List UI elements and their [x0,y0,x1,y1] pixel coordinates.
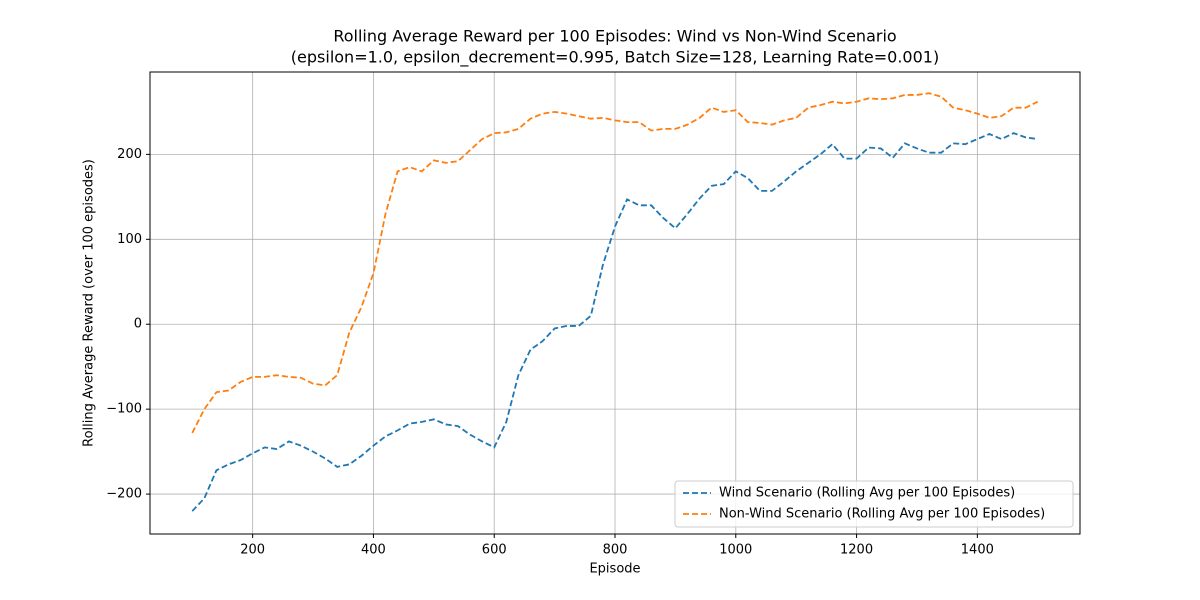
x-tick-label: 400 [361,543,386,558]
x-tick-label: 600 [482,543,507,558]
x-tick-label: 1400 [961,543,994,558]
x-tick-label: 200 [240,543,265,558]
y-tick-label: 100 [117,232,142,247]
chart-subtitle: (epsilon=1.0, epsilon_decrement=0.995, B… [291,48,939,68]
x-tick-label: 1200 [840,543,873,558]
y-axis-label: Rolling Average Reward (over 100 episode… [82,159,97,447]
y-tick-label: −100 [106,402,142,417]
x-axis-label: Episode [589,562,640,577]
y-tick-label: −200 [106,487,142,502]
y-tick-label: 200 [117,147,142,162]
chart-title: Rolling Average Reward per 100 Episodes:… [333,27,896,46]
legend-box [674,480,1074,528]
x-tick-label: 800 [603,543,628,558]
legend-label: Wind Scenario (Rolling Avg per 100 Episo… [719,486,1015,501]
x-tick-label: 1000 [719,543,752,558]
y-tick-label: 0 [134,317,142,332]
plot-frame [149,71,1081,535]
data-line [191,92,1039,434]
data-line [191,132,1038,512]
legend-label: Non-Wind Scenario (Rolling Avg per 100 E… [719,507,1045,522]
